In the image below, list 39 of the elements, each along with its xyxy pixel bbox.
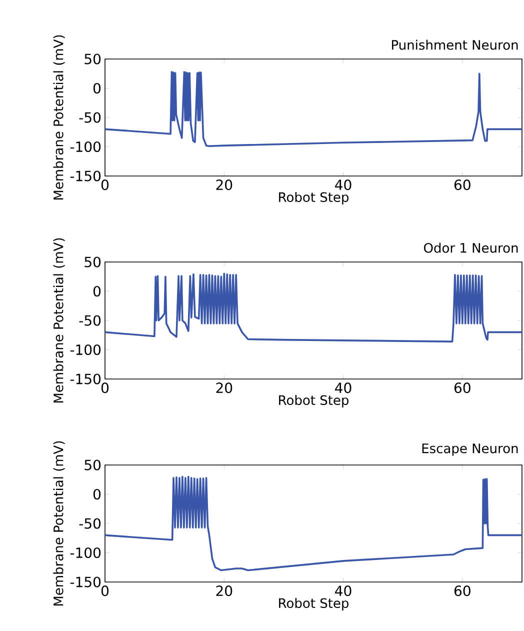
y-axis-title: Membrane Potential (mV) [53,238,65,403]
y-tick-label: -150 [70,374,101,384]
x-axis-title: Robot Step [279,192,348,205]
x-tick-label: 20 [216,180,232,190]
y-tick-label: 0 [93,82,101,94]
x-tick-label: 60 [454,586,470,596]
chart-title: Odor 1 Neuron [424,242,518,253]
line-series [105,476,522,572]
chart-title: Escape Neuron [422,444,518,456]
x-tick-label: 0 [101,586,109,596]
x-tick-label: 0 [101,382,109,394]
x-tick-label: 20 [216,586,232,596]
y-tick-label: 50 [84,460,101,470]
y-tick-label: -100 [70,141,101,152]
y-axis-title: Membrane Potential (mV) [53,35,65,200]
y-tick-label: -100 [70,344,101,356]
x-tick-label: 40 [335,382,352,394]
y-tick-label: -100 [70,547,101,558]
x-tick-label: 60 [454,180,470,190]
x-tick-label: 20 [216,382,232,394]
x-tick-label: 40 [335,180,352,190]
x-tick-label: 60 [454,382,470,394]
line-series [105,272,522,342]
x-tick-label: 40 [335,586,352,596]
y-tick-label: 0 [93,286,101,297]
y-axis-title: Membrane Potential (mV) [53,441,65,606]
y-tick-label: -50 [79,518,101,529]
y-tick-label: 50 [84,256,101,268]
y-tick-label: -50 [79,315,101,326]
x-tick-label: 0 [101,180,109,190]
line-series [105,70,522,148]
chart-title: Punishment Neuron [392,40,518,50]
y-tick-label: 0 [93,488,101,500]
y-tick-label: -150 [70,576,101,588]
y-tick-label: -150 [70,170,101,182]
x-axis-title: Robot Step [279,394,348,408]
y-tick-label: -50 [79,112,101,123]
x-axis-title: Robot Step [279,598,348,611]
y-tick-label: 50 [84,54,101,64]
